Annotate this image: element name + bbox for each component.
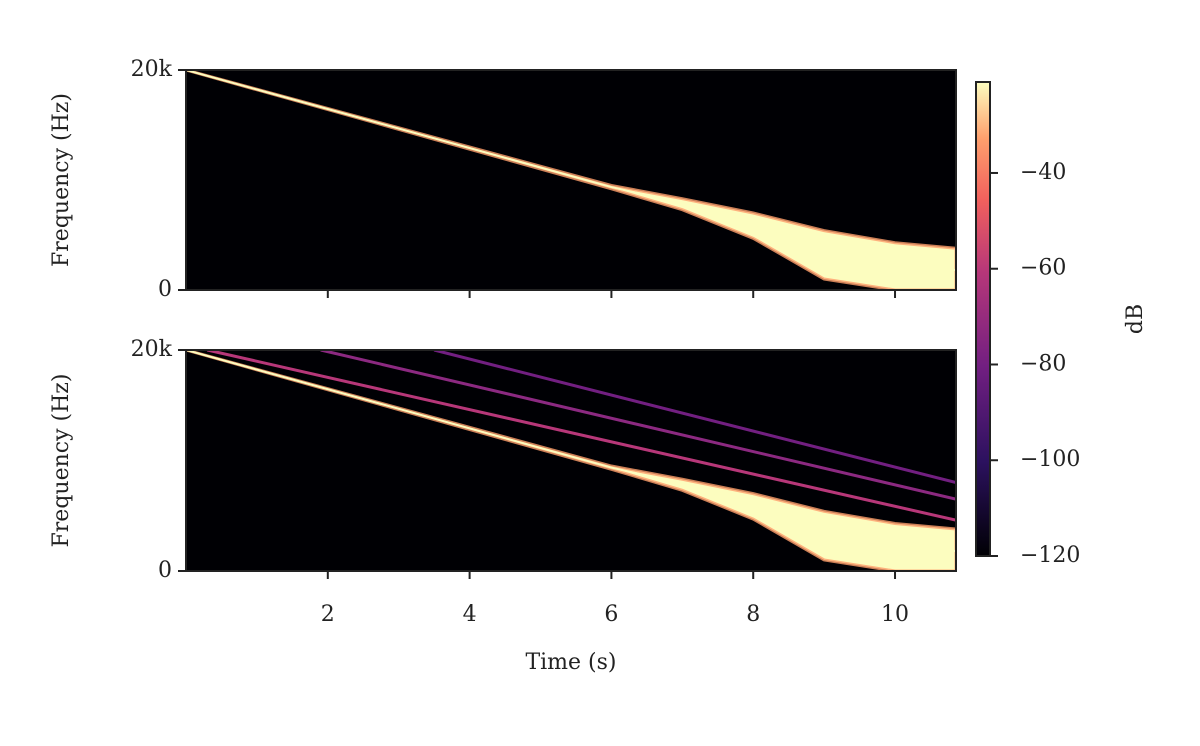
x-tick-label: 8 xyxy=(746,602,760,627)
colorbar-tick-label: −60 xyxy=(1020,256,1066,281)
plot-frame xyxy=(185,349,957,572)
y-tick-label: 0 xyxy=(158,558,172,583)
sweep-line xyxy=(186,70,956,272)
sweep-line xyxy=(433,350,956,485)
y-axis-label: Frequency (Hz) xyxy=(49,93,74,267)
plot-frame xyxy=(185,69,957,291)
colorbar xyxy=(975,81,991,557)
colorbar-tick-label: −100 xyxy=(1020,447,1080,472)
y-tick-label: 20k xyxy=(131,57,173,82)
colorbar-tick-label: −80 xyxy=(1020,351,1066,376)
x-tick-label: 2 xyxy=(321,602,335,627)
y-axis-label: Frequency (Hz) xyxy=(49,374,74,548)
plot-area xyxy=(186,350,956,571)
energy-band xyxy=(186,70,956,290)
colorbar-tick-label: −120 xyxy=(1020,543,1080,568)
y-tick-label: 20k xyxy=(131,337,173,362)
colorbar-tick-label: −40 xyxy=(1020,160,1066,185)
x-tick-label: 6 xyxy=(604,602,618,627)
x-tick-label: 4 xyxy=(463,602,477,627)
energy-band xyxy=(186,350,956,571)
sweep-line xyxy=(320,350,956,501)
y-tick-label: 0 xyxy=(158,277,172,302)
sweep-line xyxy=(186,350,956,553)
plot-area xyxy=(186,70,956,290)
x-axis-label: Time (s) xyxy=(525,650,616,675)
colorbar-label: dB xyxy=(1123,304,1148,334)
sweep-line xyxy=(206,350,956,522)
x-tick-label: 10 xyxy=(881,602,909,627)
